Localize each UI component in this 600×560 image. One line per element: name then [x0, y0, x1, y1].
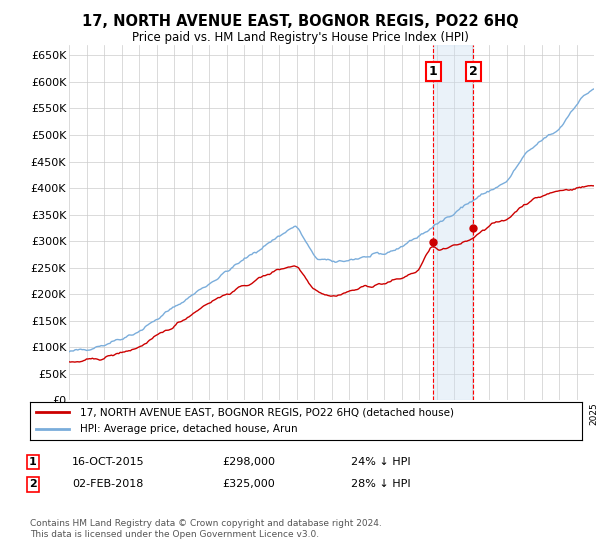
Text: 17, NORTH AVENUE EAST, BOGNOR REGIS, PO22 6HQ: 17, NORTH AVENUE EAST, BOGNOR REGIS, PO2… — [82, 14, 518, 29]
Text: 1: 1 — [29, 457, 37, 467]
Text: 24% ↓ HPI: 24% ↓ HPI — [351, 457, 410, 467]
Text: 17, NORTH AVENUE EAST, BOGNOR REGIS, PO22 6HQ (detached house): 17, NORTH AVENUE EAST, BOGNOR REGIS, PO2… — [80, 407, 454, 417]
Text: £325,000: £325,000 — [222, 479, 275, 489]
Text: Contains HM Land Registry data © Crown copyright and database right 2024.
This d: Contains HM Land Registry data © Crown c… — [30, 520, 382, 539]
Text: 16-OCT-2015: 16-OCT-2015 — [72, 457, 145, 467]
Text: Price paid vs. HM Land Registry's House Price Index (HPI): Price paid vs. HM Land Registry's House … — [131, 31, 469, 44]
Text: £298,000: £298,000 — [222, 457, 275, 467]
Text: HPI: Average price, detached house, Arun: HPI: Average price, detached house, Arun — [80, 424, 298, 434]
Bar — [433, 45, 473, 400]
Text: 28% ↓ HPI: 28% ↓ HPI — [351, 479, 410, 489]
Text: 2: 2 — [469, 65, 478, 78]
Text: 2: 2 — [29, 479, 37, 489]
Text: 02-FEB-2018: 02-FEB-2018 — [72, 479, 143, 489]
Text: 1: 1 — [428, 65, 437, 78]
